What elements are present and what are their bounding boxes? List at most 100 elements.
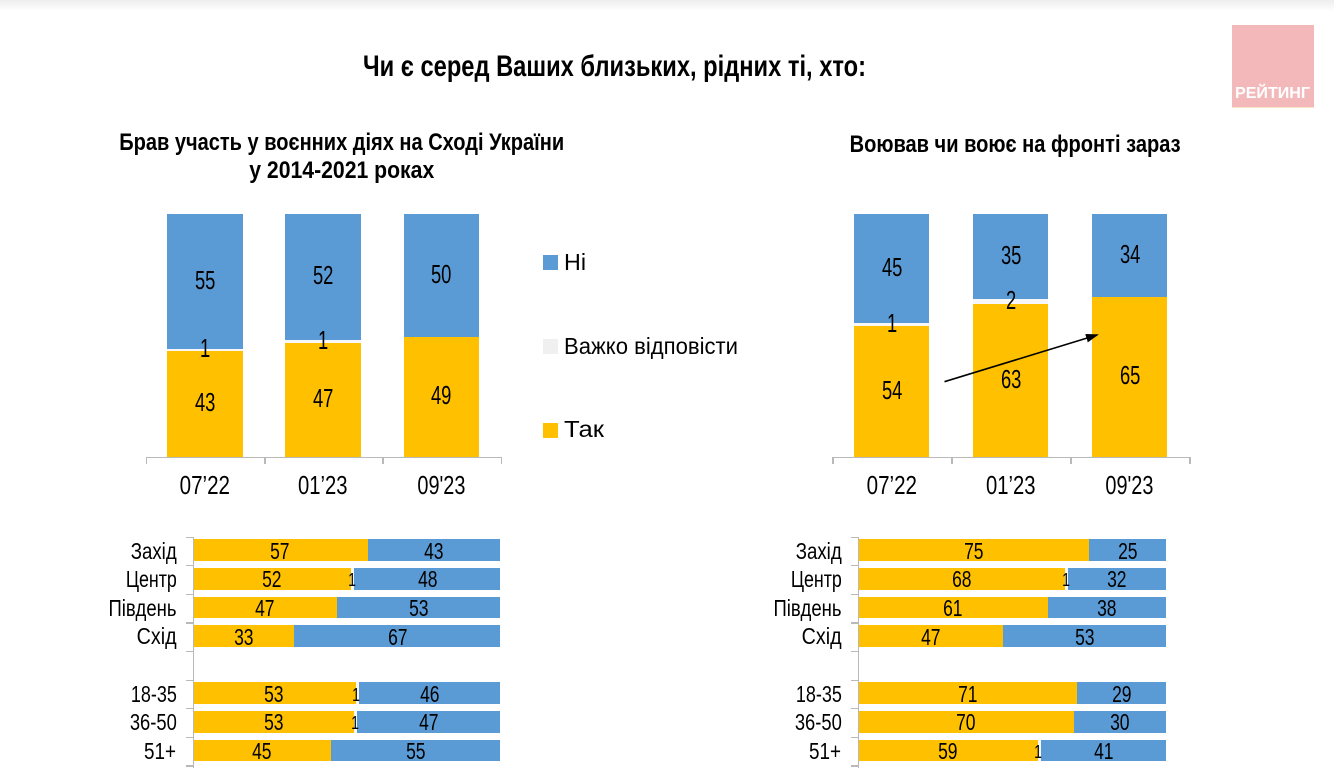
hbar-value-no-text: 30 — [1110, 709, 1130, 736]
chart1-title-line1: Брав участь у воєнних діях на Сході Укра… — [119, 129, 565, 156]
hbar-value-no: 48 — [392, 568, 462, 591]
y-axis-tick — [851, 765, 858, 767]
category-label-text: 07’22 — [179, 470, 231, 500]
y-axis-tick — [185, 650, 193, 653]
hbar-value-dk-text: 1 — [347, 570, 356, 591]
legend-swatch — [543, 422, 558, 438]
hbar-value-no-text: 48 — [417, 566, 438, 593]
hbar-value-no-text: 67 — [387, 623, 408, 650]
y-axis-tick — [185, 593, 193, 596]
bar-value-no: 35 — [971, 243, 1051, 270]
hbar-segment-yes — [192, 596, 338, 619]
y-axis-tick — [185, 708, 193, 710]
hbar-segment-no — [1047, 596, 1166, 619]
hbar-value-yes: 53 — [239, 682, 309, 706]
hbar-value-no-text: 43 — [424, 537, 444, 564]
hbar-value-no-text: 53 — [1074, 623, 1095, 650]
hbar-value-no-text: 41 — [1093, 737, 1114, 764]
bar-value-no: 52 — [283, 264, 363, 290]
bar-segment-dk — [854, 323, 930, 326]
hbar-value-yes-text: 33 — [233, 623, 254, 650]
y-axis-tick — [185, 565, 193, 567]
y-axis-tick — [185, 622, 193, 624]
hbar-segment-no — [1040, 739, 1166, 762]
bar-value-dk: 1 — [852, 311, 932, 338]
bar-segment-no — [285, 214, 361, 341]
hbar-value-no: 53 — [384, 596, 454, 620]
x-axis-tick — [832, 457, 834, 464]
category-label: 09'23 — [382, 472, 500, 498]
hbar-value-yes-text: 45 — [252, 737, 272, 764]
row-label-text: 18-35 — [795, 680, 842, 707]
hbar-segment-no — [357, 710, 501, 733]
y-axis-tick — [851, 679, 858, 681]
row-label-text: Центр — [125, 566, 177, 593]
hbar-value-yes: 57 — [245, 537, 315, 564]
row-label-text: 51+ — [144, 737, 177, 764]
hbar-value-no: 30 — [1085, 711, 1155, 734]
row-label: Південь — [57, 594, 177, 621]
hbar-segment-no — [1068, 567, 1166, 590]
row-label-text: Південь — [773, 594, 842, 621]
y-axis-tick — [851, 565, 858, 567]
legend-label-text: Ні — [564, 248, 586, 275]
y-axis-line — [192, 536, 194, 768]
bar-value-yes-text: 43 — [194, 389, 216, 418]
row-label-text: Схід — [136, 623, 177, 650]
hbar-value-dk: 1 — [320, 714, 390, 732]
hbar-segment-no — [1002, 625, 1166, 647]
hbar-value-no: 67 — [362, 623, 432, 650]
hbar-value-dk: 1 — [1031, 571, 1101, 589]
x-axis-tick — [1070, 457, 1072, 464]
hbar-value-no: 46 — [395, 682, 465, 706]
hbar-value-yes: 70 — [931, 711, 1001, 734]
legend-item-yes: Так — [543, 416, 773, 443]
bar-value-yes-text: 54 — [881, 376, 903, 405]
hbar-value-dk-text: 1 — [352, 684, 361, 705]
x-axis-tick — [382, 457, 384, 464]
y-axis-tick — [185, 765, 193, 767]
y-axis-tick — [185, 536, 193, 538]
row-label-text: Південь — [108, 594, 177, 621]
category-label-text: 01’23 — [298, 470, 348, 500]
hbar-value-yes: 47 — [230, 594, 300, 621]
row-label: Схід — [722, 625, 842, 648]
hbar-value-yes-text: 47 — [255, 594, 275, 621]
hbar-value-yes: 45 — [227, 737, 297, 764]
hbar-segment-yes — [858, 682, 1077, 705]
row-label-text: 36-50 — [129, 709, 177, 736]
row-label: 51+ — [57, 737, 177, 764]
hbar-segment-no — [358, 682, 501, 705]
hbar-value-yes-text: 75 — [963, 537, 984, 564]
hbar-segment-yes — [192, 625, 295, 647]
hbar-value-yes: 61 — [918, 596, 988, 620]
bar-segment-yes — [403, 336, 480, 457]
hbar-value-yes-text: 57 — [270, 537, 290, 564]
y-axis-tick — [851, 708, 858, 710]
category-label-text: 09'23 — [417, 470, 466, 500]
bar-value-dk-text: 1 — [199, 335, 211, 364]
x-axis-tick — [951, 457, 953, 464]
bar-value-dk: 2 — [971, 288, 1051, 315]
row-label: 36-50 — [57, 711, 177, 734]
y-axis-tick — [851, 593, 858, 596]
hbar-value-yes: 33 — [208, 623, 278, 650]
hbar-segment-yes — [192, 567, 352, 590]
hbar-segment-yes — [858, 710, 1074, 733]
hbar-segment-no — [331, 739, 501, 762]
hbar-segment-dk — [354, 710, 358, 733]
hbar-segment-no — [337, 596, 501, 619]
bar-value-yes-text: 63 — [1000, 365, 1022, 394]
hbar-segment-no — [1076, 682, 1166, 705]
hbar-value-no: 38 — [1072, 596, 1142, 620]
bar-value-no: 34 — [1090, 242, 1170, 269]
bar-value-no-text: 45 — [881, 253, 903, 282]
legend-swatch — [543, 255, 558, 270]
legend-item-no: Ні — [543, 248, 773, 275]
hbar-value-yes: 75 — [939, 537, 1009, 564]
row-label: Центр — [722, 568, 841, 591]
bar-value-dk-text: 1 — [318, 326, 329, 355]
category-label-text: 07’22 — [866, 470, 917, 500]
legend-label-text: Так — [564, 416, 605, 442]
